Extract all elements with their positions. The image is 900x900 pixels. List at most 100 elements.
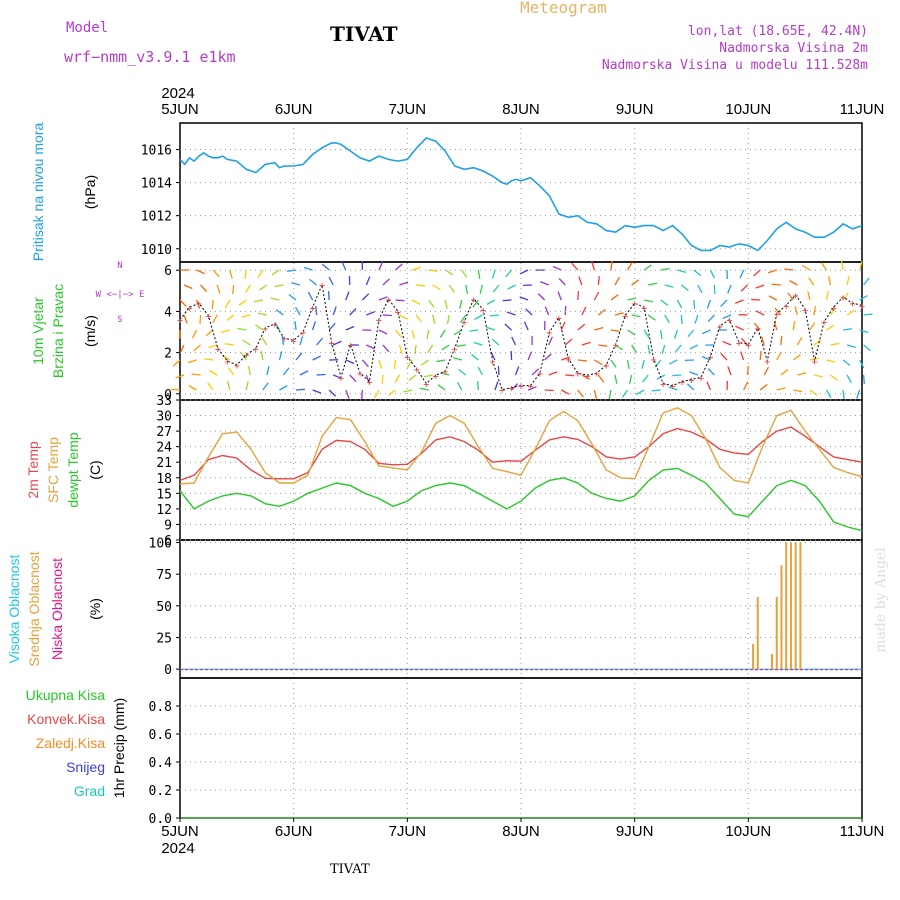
wind-barb [262, 382, 269, 391]
wind-barb [312, 355, 321, 361]
wind-barb [560, 321, 566, 331]
wind-barb [846, 276, 850, 286]
wind-speed-marker: + [717, 322, 723, 333]
wind-barb [809, 322, 816, 331]
wind-speed-marker: + [376, 316, 382, 327]
wind-barb [349, 374, 357, 382]
wind-barb [636, 389, 645, 396]
wind-barb [627, 261, 633, 271]
wind-speed-marker: + [414, 365, 420, 376]
wind-barb [295, 388, 306, 391]
wind-barb [220, 329, 230, 333]
wind-barb [741, 337, 749, 346]
wind-barb [593, 389, 598, 399]
wind-speed-marker: + [556, 314, 562, 325]
wind-barb [279, 385, 288, 391]
wind-barb [610, 359, 617, 368]
top-date-label: 5JUN [161, 101, 199, 118]
wind-barb [448, 284, 455, 293]
pressure-axis-label: Pritisak na nivou mora [30, 123, 46, 262]
wind-barb [593, 291, 600, 301]
wind-barb [393, 359, 397, 370]
wind-speed-marker: + [196, 299, 202, 310]
wind-barb [332, 374, 342, 379]
wind-barb [863, 277, 870, 286]
wind-barb [627, 297, 637, 301]
wind-barb [830, 342, 840, 346]
wind-barb [415, 314, 423, 323]
wind-barb [195, 299, 201, 309]
wind-barb [776, 351, 782, 361]
wind-barb [519, 296, 529, 301]
wind-speed-marker: + [670, 382, 676, 393]
wind-barb [365, 276, 371, 286]
wind-barb [846, 344, 856, 348]
wind-barb [840, 261, 844, 271]
wind-barb [727, 284, 732, 294]
wind-legend-w: W <−|−> E [96, 290, 145, 300]
wind-speed-marker: + [831, 303, 837, 314]
wind-speed-marker: + [357, 369, 363, 380]
wind-barb [209, 369, 218, 376]
wind-barb [316, 337, 324, 346]
wind-barb [594, 326, 604, 331]
wind-barb [614, 344, 623, 351]
wind-barb [693, 299, 696, 310]
wind-barb [172, 359, 181, 367]
wind-barb [476, 380, 480, 391]
wind-barb [237, 327, 247, 331]
wind-barb [345, 389, 350, 399]
wind-barb [776, 387, 786, 391]
wind-speed-marker: + [764, 357, 770, 368]
bottom-date-label: 8JUN [502, 823, 540, 840]
wind-barb [755, 310, 765, 316]
wind-speed-marker: + [442, 367, 448, 378]
wind-barb [441, 344, 450, 351]
wind-speed-marker: + [300, 328, 306, 339]
wind-speed-marker: + [812, 357, 818, 368]
wind-speed-marker: + [366, 377, 372, 388]
legend-convective-rain: Konvek.Kisa [27, 711, 105, 727]
precip-axis-label: 1hr Precip (mm) [111, 698, 127, 798]
wind-barb [321, 263, 330, 271]
y-tick-label: 1012 [141, 210, 172, 225]
wind-barb [774, 307, 782, 316]
wind-barb [577, 359, 587, 362]
wind-barb [859, 329, 869, 334]
wind-barb [327, 290, 330, 301]
wind-barb [828, 276, 832, 286]
wind-barb [525, 308, 533, 316]
y-tick-label: 15 [156, 487, 172, 502]
wind-barb [428, 299, 435, 308]
wind-barb [808, 277, 815, 286]
wind-barb [709, 269, 715, 279]
wind-speed-marker: + [452, 345, 458, 356]
wind-barb [548, 371, 558, 376]
wind-speed-marker: + [774, 309, 780, 320]
wind-speed-marker: + [310, 303, 316, 314]
wind-barb [755, 284, 765, 289]
wind-barb [408, 374, 417, 381]
wind-barb [768, 295, 778, 301]
wind-barb [581, 306, 587, 316]
wind-barb [544, 353, 552, 361]
wind-barb [564, 338, 573, 346]
wind-barb [597, 374, 605, 383]
wind-barb [707, 368, 715, 376]
wind-speed-marker: + [205, 312, 211, 323]
wind-barb [349, 308, 357, 316]
wind-barb [361, 359, 369, 368]
wind-barb [664, 284, 674, 288]
wind-barb [461, 269, 468, 278]
wind-barb [328, 389, 337, 397]
wind-speed-marker: + [688, 375, 694, 386]
top-date-label: 6JUN [275, 101, 313, 118]
y-tick-label: 12 [156, 503, 172, 518]
wind-barb [608, 389, 612, 399]
wind-barb [825, 389, 832, 399]
wind-barb [361, 389, 363, 400]
wind-speed-marker: + [347, 340, 353, 351]
y-tick-label: 0.8 [149, 700, 172, 715]
wind-barb [642, 374, 649, 383]
wind-barb [531, 368, 539, 376]
